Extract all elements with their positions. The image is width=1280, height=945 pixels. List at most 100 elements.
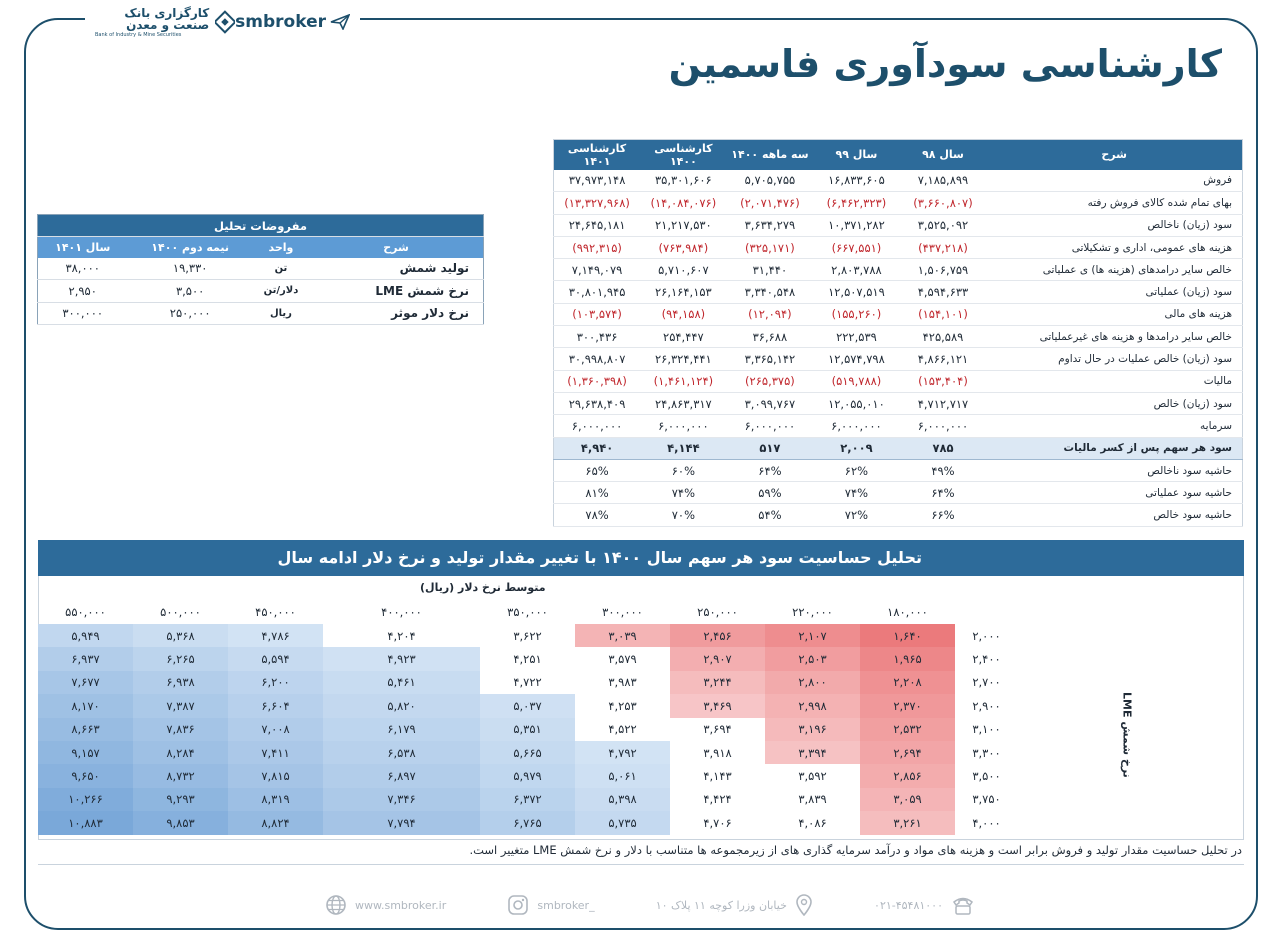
assumption-h2-1400: ۱۹,۳۳۰ — [127, 257, 253, 281]
financial-header: کارشناسی ۱۴۰۰ — [640, 139, 727, 170]
row-value: ۶۴% — [899, 481, 987, 505]
row-value: ۷۸۵ — [899, 436, 987, 460]
website-text: www.smbroker.ir — [355, 898, 447, 912]
eps-cell: ۴,۵۲۲ — [608, 722, 637, 737]
eps-cell: ۵,۴۶۱ — [323, 670, 480, 695]
row-value: ۲۶,۱۶۴,۱۵۳ — [640, 280, 727, 304]
row-value: ۳۰,۹۹۸,۸۰۷ — [553, 347, 641, 371]
eps-cell: ۴,۷۲۲ — [513, 675, 542, 690]
eps-cell: ۲,۶۹۴ — [860, 740, 955, 765]
bank-name-en: Bank of Industry & Mine Securities — [95, 31, 182, 38]
financial-row: خالص سایر درامدهای (هزینه ها) ی عملیاتی ۱… — [553, 258, 1243, 282]
location-pin-icon — [796, 894, 812, 916]
row-value: ۲۴,۸۶۳,۳۱۷ — [640, 392, 727, 416]
globe-icon — [326, 895, 346, 915]
sensitivity-row: ۸,۱۷۰ ۷,۳۸۷ ۶,۶۰۴ ۵,۸۲۰ ۵,۰۳۷ ۴,۲۵۳ ۳,۴۶۹ ۲,۹۹۸… — [38, 694, 1018, 718]
dollar-rate-header: ۵۵۰,۰۰۰ — [65, 605, 106, 619]
footer-website[interactable]: www.smbroker.ir — [325, 894, 446, 916]
row-value: ۵۹% — [726, 481, 814, 505]
row-value: ۲۴,۶۴۵,۱۸۱ — [553, 214, 641, 237]
footer-instagram[interactable]: smbroker_ — [507, 894, 595, 916]
row-value: ۲۵۴,۴۴۷ — [640, 325, 727, 349]
dollar-rate-header: ۲۲۰,۰۰۰ — [792, 605, 833, 619]
eps-cell: ۸,۶۶۳ — [38, 717, 133, 741]
footer-phone[interactable]: ۰۲۱-۴۵۴۸۱۰۰۰ — [874, 894, 975, 916]
bank-name-fa: کارگزاری بانک صنعت و معدن — [124, 5, 210, 32]
row-value: (۱۵۳,۴۰۴) — [899, 370, 987, 393]
row-label: حاشیه سود خالص — [986, 503, 1243, 527]
corner-cell — [955, 600, 1018, 624]
row-value: ۷۴% — [640, 481, 727, 505]
row-value: (۹۹۲,۳۱۵) — [553, 236, 641, 260]
dollar-rate-label: متوسط نرخ دلار (ریال) — [420, 581, 546, 594]
assumption-h2-1400: ۳,۵۰۰ — [127, 279, 253, 303]
assumption-1401: ۲,۹۵۰ — [37, 279, 128, 303]
row-value: ۲۱,۲۱۷,۵۳۰ — [640, 214, 727, 237]
eps-cell: ۷,۶۷۷ — [38, 670, 133, 695]
row-label: سرمایه — [986, 414, 1243, 438]
financial-header: سال ۹۸ — [899, 139, 987, 170]
eps-cell: ۳,۱۹۶ — [765, 717, 860, 741]
row-value: ۷۰% — [640, 503, 727, 527]
row-value: ۶,۰۰۰,۰۰۰ — [640, 414, 727, 438]
assumption-label: نرخ دلار موثر — [309, 302, 484, 325]
eps-cell: ۴,۷۰۶ — [703, 815, 732, 830]
phone-text: ۰۲۱-۴۵۴۸۱۰۰۰ — [874, 898, 943, 912]
lme-rate-header: ۳,۳۰۰ — [972, 745, 1001, 760]
row-value: (۳,۶۶۰,۸۰۷) — [899, 191, 987, 215]
eps-cell: ۵,۰۶۱ — [575, 764, 670, 788]
financial-table: شرح سال ۹۸ سال ۹۹ سه ماهه ۱۴۰۰ کارشناسی ۱۴۰۰… — [553, 139, 1243, 527]
row-label: سود (زیان) خالص — [986, 392, 1243, 416]
row-value: ۱۲,۰۵۵,۰۱۰ — [813, 392, 900, 416]
row-value: ۶,۰۰۰,۰۰۰ — [726, 414, 814, 438]
sensitivity-table: ۵۵۰,۰۰۰ ۵۰۰,۰۰۰ ۴۵۰,۰۰۰ ۴۰۰,۰۰۰ ۳۵۰,۰۰۰ ۳۰۰,۰… — [38, 600, 1018, 835]
assumption-label: تولید شمش — [309, 257, 484, 281]
eps-cell: ۴,۲۵۳ — [608, 698, 637, 713]
row-value: ۶,۰۰۰,۰۰۰ — [813, 414, 900, 438]
row-value: ۷,۱۸۵,۸۹۹ — [899, 169, 987, 193]
eps-cell: ۲,۵۳۲ — [860, 717, 955, 741]
dollar-rate-header: ۲۵۰,۰۰۰ — [697, 605, 738, 619]
assumption-unit: ریال — [252, 302, 309, 325]
dollar-rate-header: ۴۰۰,۰۰۰ — [381, 605, 422, 619]
sensitivity-row: ۸,۶۶۳ ۷,۸۳۶ ۷,۰۰۸ ۶,۱۷۹ ۵,۳۵۱ ۴,۵۲۲ ۳,۶۹۴ ۳,۱۹۶… — [38, 717, 1018, 741]
eps-cell: ۲,۲۰۸ — [860, 670, 955, 695]
financial-header: کارشناسی ۱۴۰۱ — [553, 139, 641, 170]
eps-cell: ۹,۸۵۳ — [133, 811, 228, 835]
eps-cell: ۵,۶۶۵ — [480, 740, 575, 765]
row-label: سود (زیان) عملیاتی — [986, 280, 1243, 304]
eps-cell: ۳,۲۶۱ — [860, 811, 955, 835]
eps-cell: ۱۰,۲۶۶ — [38, 787, 133, 812]
assumption-1401: ۳۰۰,۰۰۰ — [37, 302, 128, 325]
lme-rate-header: ۲,۹۰۰ — [972, 698, 1001, 713]
eps-cell: ۳,۵۹۲ — [798, 769, 827, 784]
row-value: ۱۲,۵۷۴,۷۹۸ — [813, 347, 900, 371]
assumption-label: نرخ شمش LME — [309, 279, 484, 303]
page-frame — [24, 18, 1258, 930]
eps-cell: ۵,۵۹۴ — [228, 647, 323, 671]
row-value: (۷۶۳,۹۸۴) — [640, 236, 727, 260]
eps-cell: ۵,۷۳۵ — [575, 811, 670, 835]
sensitivity-row: ۱۰,۲۶۶ ۹,۲۹۳ ۸,۳۱۹ ۷,۳۴۶ ۶,۳۷۲ ۵,۳۹۸ ۴,۴۲۴ ۳,۸۳… — [38, 787, 1018, 812]
page-title: کارشناسی سودآوری فاسمین — [668, 42, 1222, 86]
sensitivity-row: ۹,۱۵۷ ۸,۲۸۴ ۷,۴۱۱ ۶,۵۳۸ ۵,۶۶۵ ۴,۷۹۲ ۳,۹۱۸ ۳,۳۹۴… — [38, 740, 1018, 765]
row-value: ۲,۸۰۳,۷۸۸ — [813, 258, 900, 282]
eps-cell: ۶,۲۶۵ — [133, 647, 228, 671]
assumptions-header: سال ۱۴۰۱ — [37, 236, 128, 258]
eps-cell: ۹,۲۹۳ — [133, 787, 228, 812]
row-value: ۶۴% — [726, 459, 814, 483]
row-value: ۳,۳۴۰,۵۴۸ — [726, 280, 814, 304]
row-value: ۷۴% — [813, 481, 900, 505]
assumptions-table: مفروضات تحلیل شرح واحد نیمه دوم ۱۴۰۰ سال ۱۴… — [37, 214, 484, 325]
financial-row: حاشیه سود خالص ۶۶% ۷۲% ۵۴% ۷۰% ۷۸% — [553, 503, 1243, 527]
eps-cell: ۱,۹۶۵ — [860, 647, 955, 671]
row-value: ۶,۰۰۰,۰۰۰ — [553, 414, 641, 438]
instagram-text: smbroker_ — [537, 898, 595, 912]
address-text: خیابان وزرا کوچه ۱۱ پلاک ۱۰ — [655, 898, 787, 912]
row-value: ۳۶,۶۸۸ — [726, 325, 814, 349]
row-value: ۶۲% — [813, 459, 900, 483]
eps-cell: ۳,۳۹۴ — [765, 740, 860, 765]
eps-cell: ۳,۰۳۹ — [575, 624, 670, 648]
eps-cell: ۸,۲۸۴ — [133, 740, 228, 765]
row-label: خالص سایر درامدها و هزینه های غیرعملیاتی — [986, 325, 1243, 349]
